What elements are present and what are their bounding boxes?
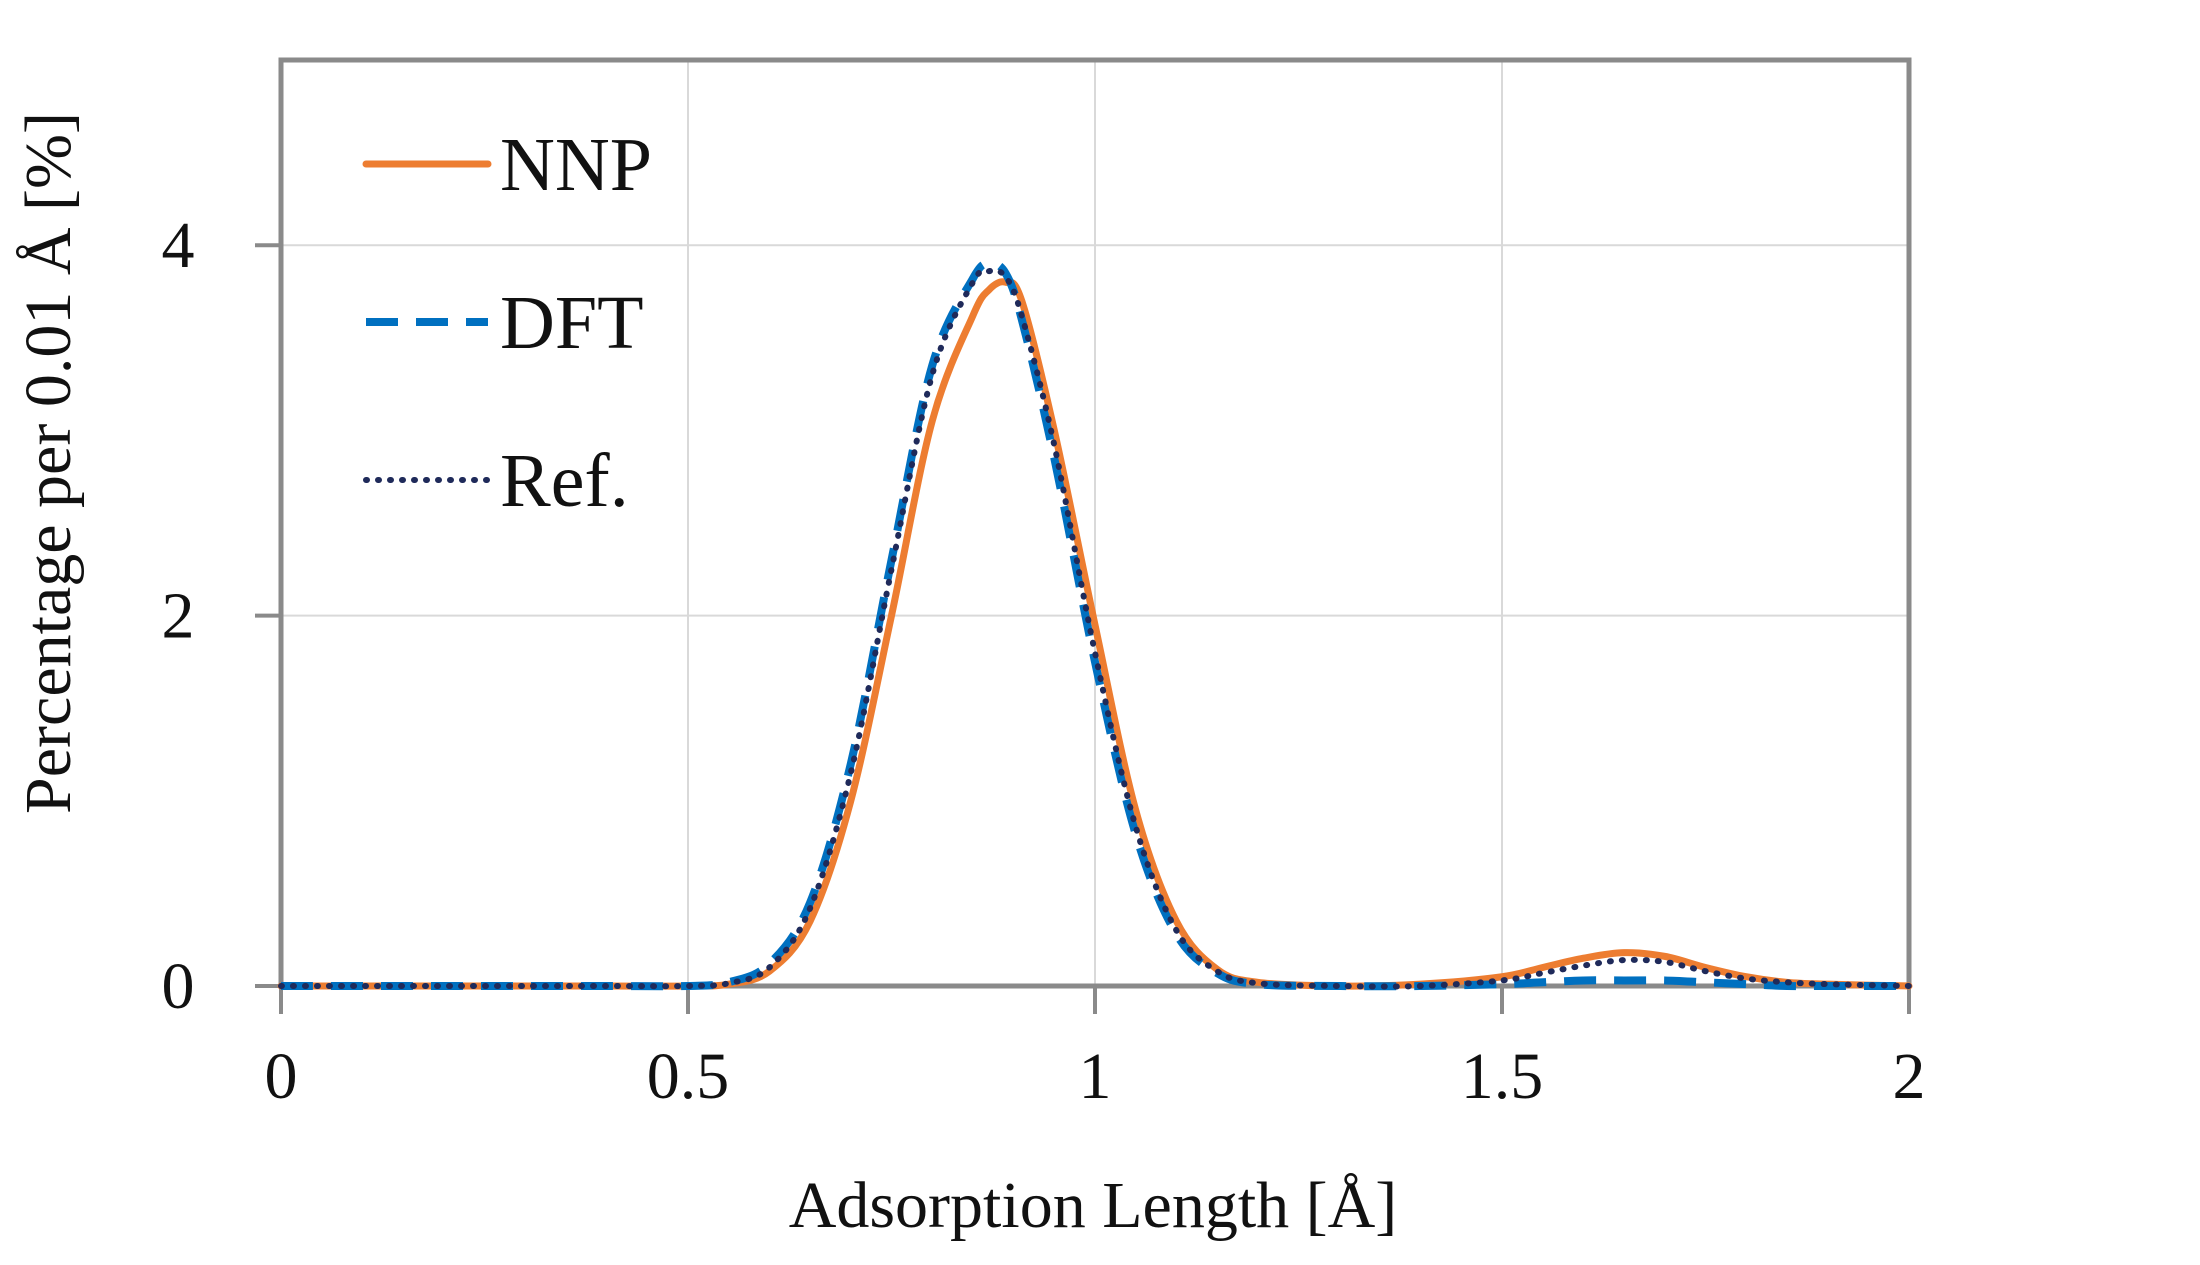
x-tick-label: 0.5 bbox=[647, 1040, 730, 1113]
y-tick-label: 0 bbox=[162, 950, 195, 1023]
x-tick-label: 0 bbox=[265, 1040, 298, 1113]
legend-label-ref: Ref. bbox=[500, 439, 629, 523]
x-tick-label: 2 bbox=[1893, 1040, 1926, 1113]
legend-label-nnp: NNP bbox=[500, 123, 652, 207]
x-tick-label: 1.5 bbox=[1461, 1040, 1544, 1113]
y-axis-title: Percentage per 0.01 Å [%] bbox=[12, 112, 85, 814]
y-tick-label: 2 bbox=[162, 580, 195, 653]
x-axis-title: Adsorption Length [Å] bbox=[789, 1169, 1398, 1242]
axis-layer: 0 0.5 1 1.5 2 0 2 4 bbox=[162, 57, 1926, 1113]
legend-label-dft: DFT bbox=[500, 281, 644, 365]
x-tick-label: 1 bbox=[1079, 1040, 1112, 1113]
y-tick-label: 4 bbox=[162, 209, 195, 282]
series-layer bbox=[277, 259, 1913, 991]
series-line-ref bbox=[278, 267, 1912, 990]
legend-layer: NNP DFT Ref. bbox=[362, 123, 652, 523]
